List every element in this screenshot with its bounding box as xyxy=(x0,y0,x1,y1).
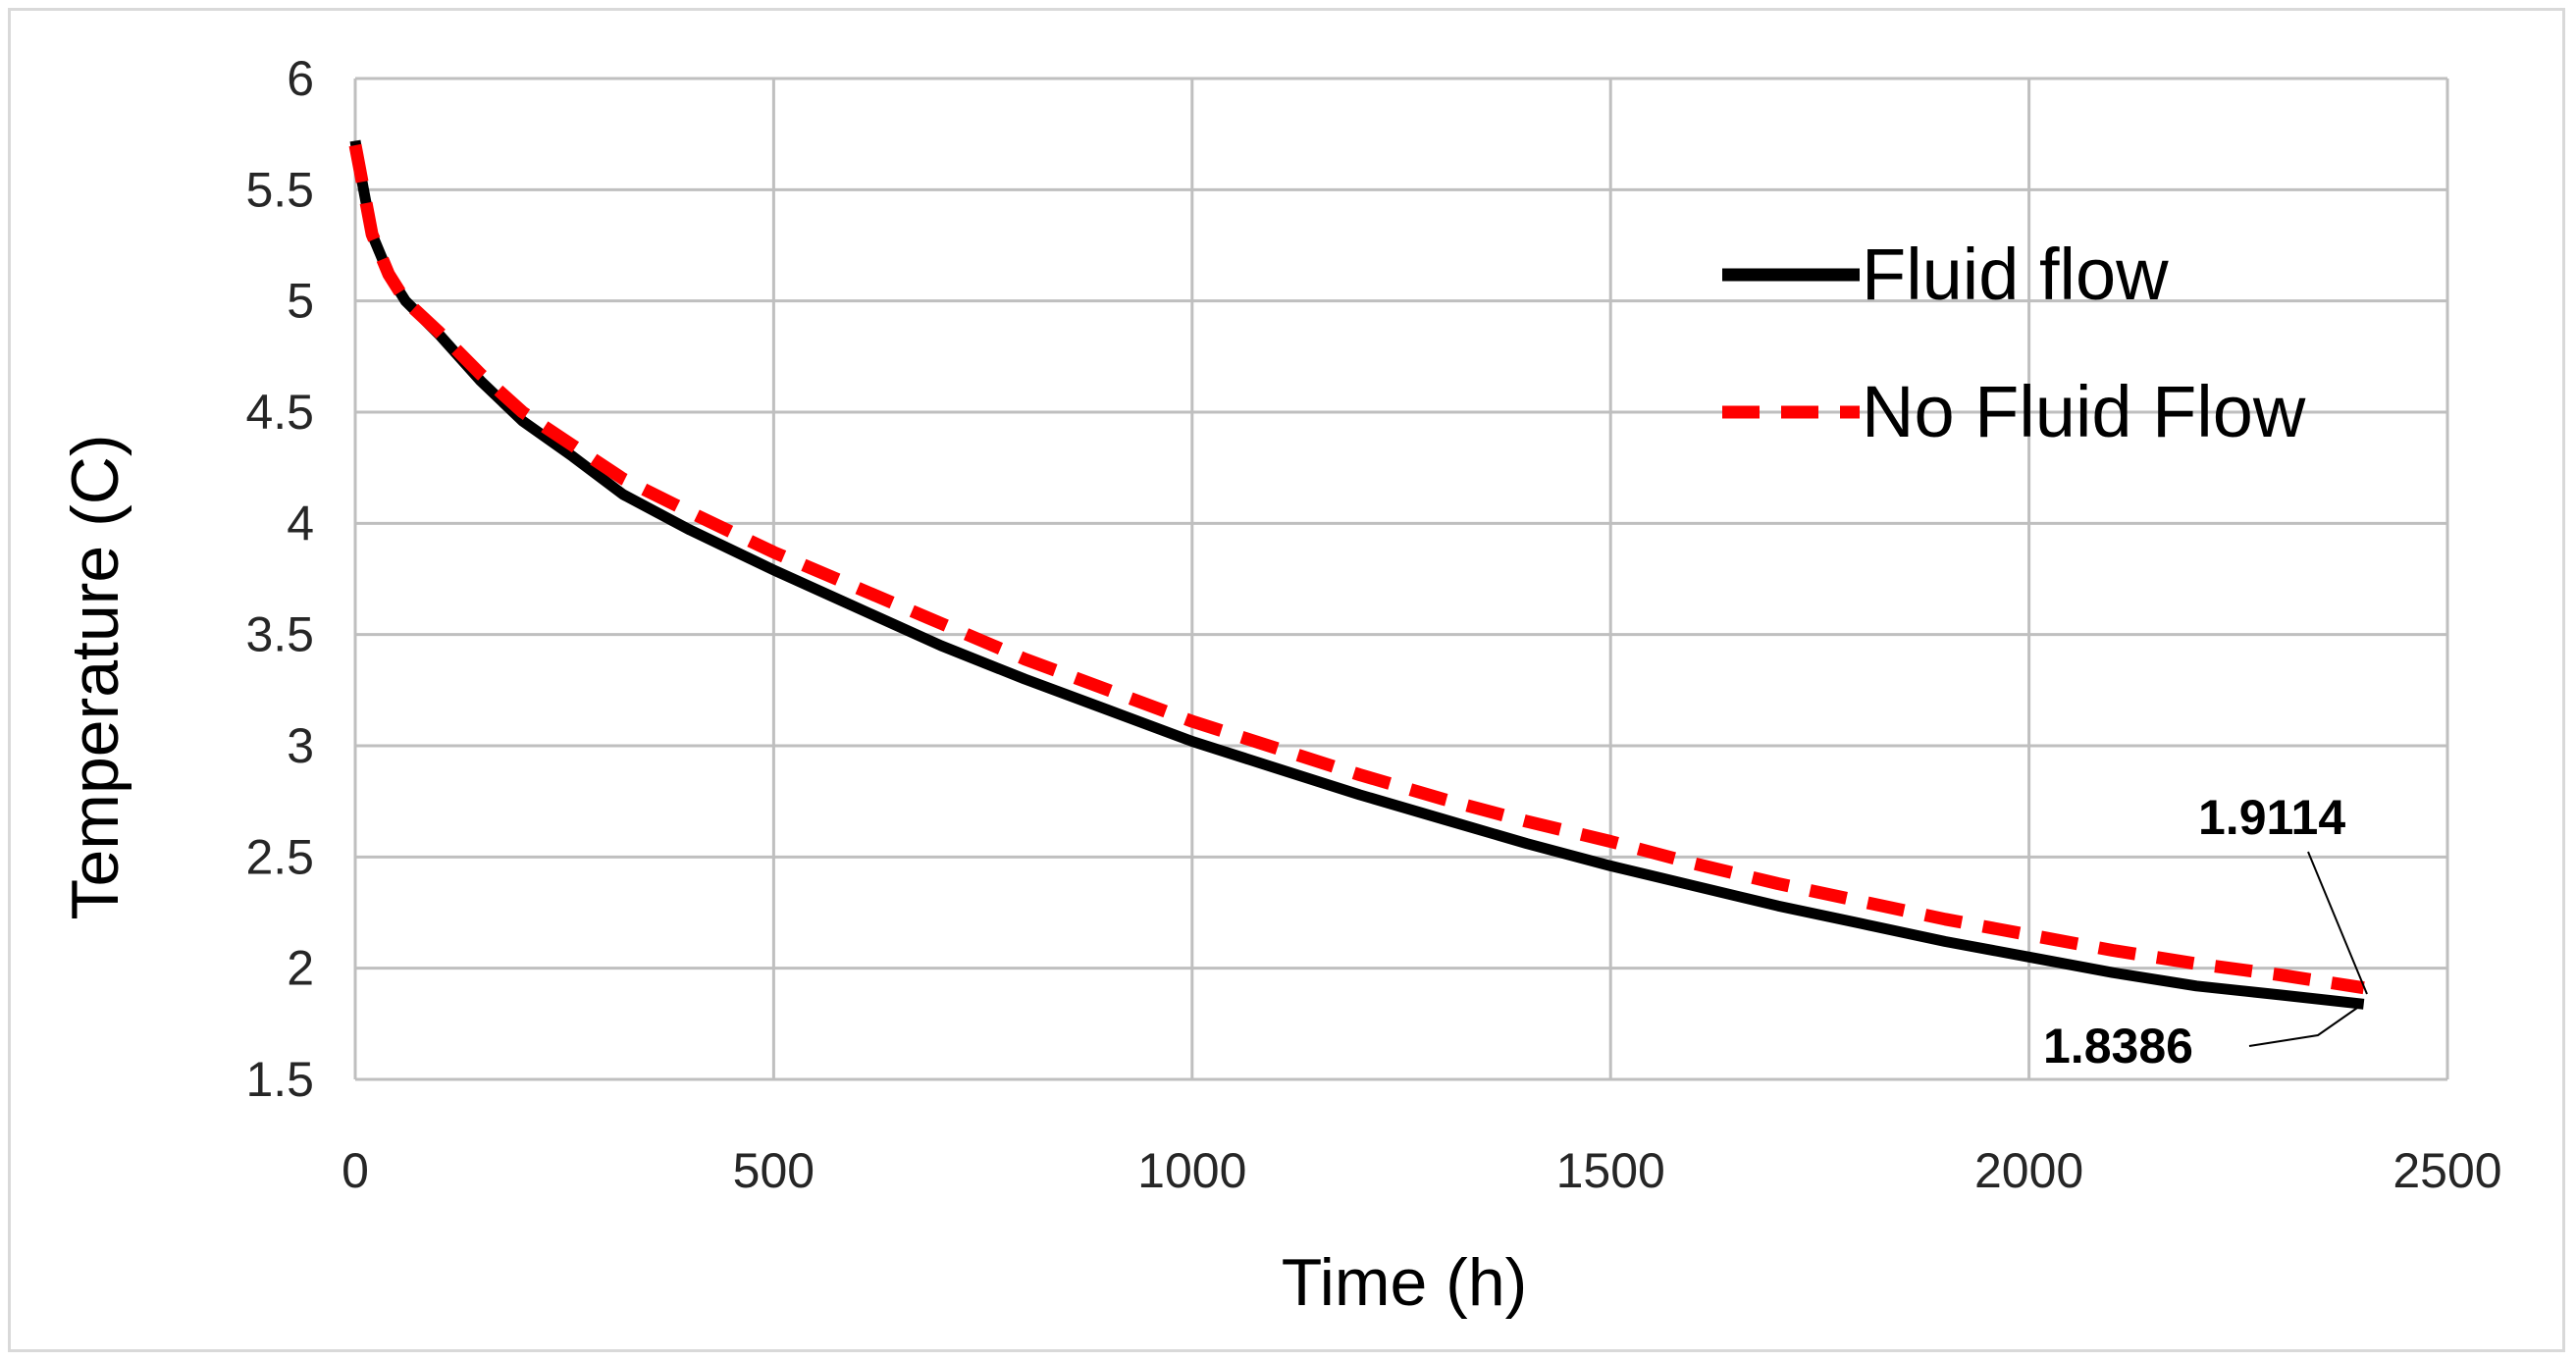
y-tick-label: 4 xyxy=(287,496,314,550)
annotation-leader-1-8386 xyxy=(2248,1005,2361,1047)
y-tick-label: 2.5 xyxy=(245,829,314,884)
y-tick-label: 4.5 xyxy=(245,385,314,440)
legend-label-fluid-flow: Fluid flow xyxy=(1862,234,2169,315)
y-tick-label: 5.5 xyxy=(245,162,314,217)
y-tick-label: 6 xyxy=(287,51,314,106)
annotation-leader-1-9114 xyxy=(2307,851,2368,995)
x-tick-label: 2000 xyxy=(1974,1143,2083,1198)
x-axis-title: Time (h) xyxy=(1282,1245,1528,1320)
series-lines xyxy=(348,139,2365,1010)
legend: Fluid flow No Fluid Flow xyxy=(1722,234,2306,452)
series-line-fluid-flow xyxy=(349,139,2365,1010)
y-tick-label: 1.5 xyxy=(245,1052,314,1107)
legend-label-no-fluid-flow: No Fluid Flow xyxy=(1862,371,2306,452)
x-tick-label: 500 xyxy=(733,1143,815,1198)
y-tick-label: 3.5 xyxy=(245,607,314,662)
x-tick-label: 1000 xyxy=(1137,1143,1246,1198)
y-tick-label: 3 xyxy=(287,718,314,773)
x-ticks: 0 500 1000 1500 2000 2500 xyxy=(342,1143,2502,1198)
annotation-label-1-8386: 1.8386 xyxy=(2043,1019,2193,1074)
y-tick-label: 5 xyxy=(287,274,314,329)
y-ticks: 1.5 2 2.5 3 3.5 4 4.5 5 5.5 6 xyxy=(245,51,314,1107)
y-axis-title: Temperature (C) xyxy=(58,434,132,919)
x-tick-label: 0 xyxy=(342,1143,369,1198)
y-tick-label: 2 xyxy=(287,941,314,996)
x-tick-label: 2500 xyxy=(2392,1143,2501,1198)
annotation-label-1-9114: 1.9114 xyxy=(2198,790,2345,845)
annotations: 1.9114 1.8386 xyxy=(2043,790,2368,1074)
grid xyxy=(353,77,2449,1081)
chart-frame xyxy=(8,8,2565,1352)
x-tick-label: 1500 xyxy=(1556,1143,1665,1198)
series-line-no-fluid-flow xyxy=(348,143,2365,995)
